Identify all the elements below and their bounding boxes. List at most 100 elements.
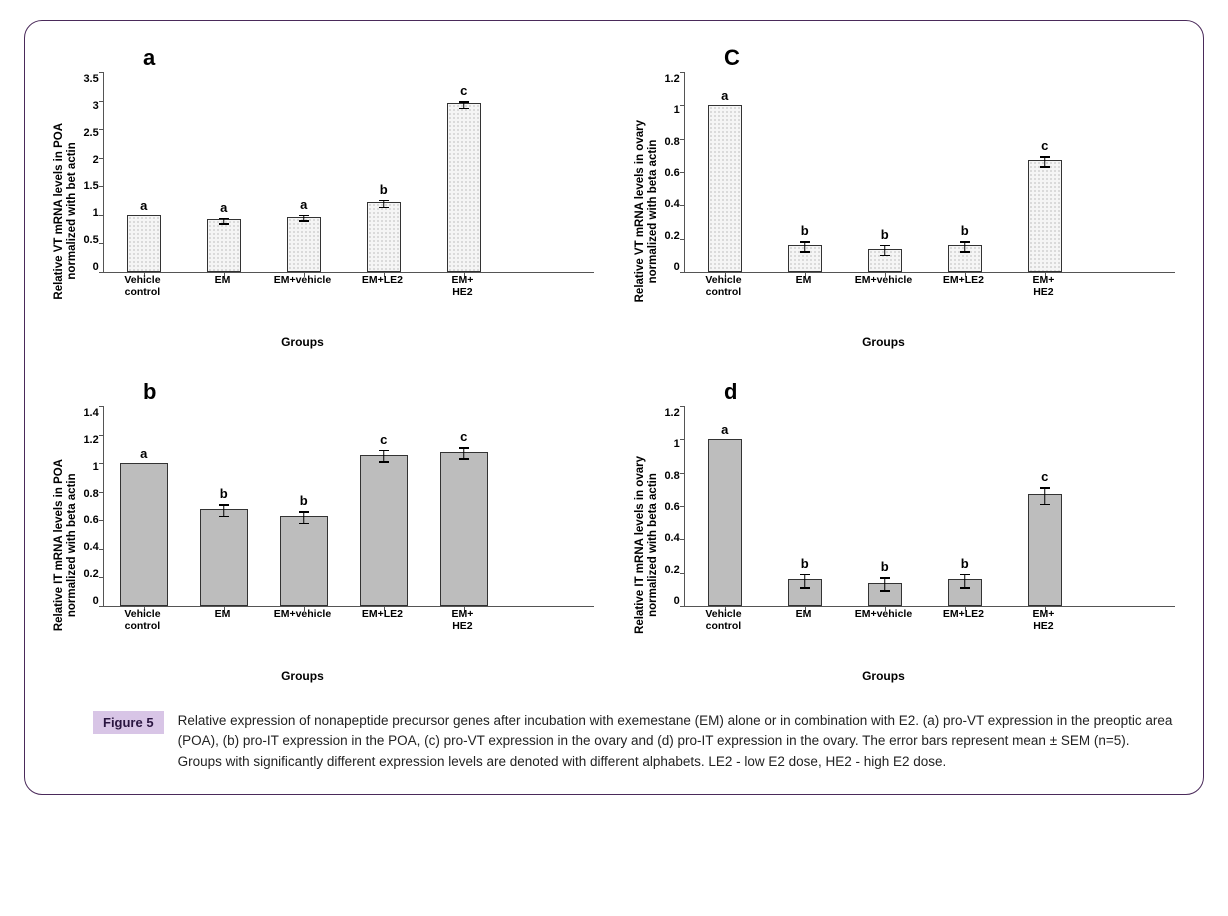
y-tick-label: 1.2 — [664, 73, 679, 85]
significance-label: a — [140, 198, 147, 213]
bar — [280, 516, 328, 606]
plot-area: a b b c c — [103, 407, 594, 607]
error-bar — [1044, 156, 1046, 166]
x-tick-label: Vehicle control — [124, 609, 160, 632]
x-tick-label: EM+LE2 — [362, 275, 403, 287]
x-tick-label: EM+ HE2 — [442, 275, 482, 298]
bar — [708, 439, 742, 606]
error-bar — [964, 241, 966, 251]
x-axis-label: Groups — [102, 669, 502, 683]
x-tick-label: EM+ HE2 — [442, 609, 482, 632]
panel-letter: b — [143, 379, 594, 405]
bar — [440, 452, 488, 606]
error-bar — [804, 241, 806, 251]
significance-label: b — [961, 223, 969, 238]
x-tick-label: EM — [215, 609, 231, 621]
panel-letter: d — [724, 379, 1175, 405]
x-tick-label: Vehicle control — [705, 275, 741, 298]
y-tick-label: 0.2 — [664, 230, 679, 242]
x-tick-label: EM+vehicle — [274, 609, 332, 621]
bar — [360, 455, 408, 606]
x-tick-labels: Vehicle controlEMEM+vehicleEM+LE2EM+ HE2 — [102, 275, 502, 303]
error-bar — [964, 574, 966, 587]
y-axis-label: Relative VT mRNA levels in ovary normali… — [634, 120, 660, 302]
plot-area: a a a b c — [103, 73, 594, 273]
chart-panel-c: C Relative VT mRNA levels in ovary normal… — [634, 45, 1175, 349]
x-tick-label: EM — [796, 609, 812, 621]
figure-caption: Relative expression of nonapeptide precu… — [178, 711, 1175, 772]
significance-label: b — [220, 486, 228, 501]
y-tick-label: 2.5 — [83, 127, 98, 139]
figure-tag: Figure 5 — [93, 711, 164, 734]
chart-panel-a: a Relative VT mRNA levels in POA normaliz… — [53, 45, 594, 349]
x-tick-labels: Vehicle controlEMEM+vehicleEM+LE2EM+ HE2 — [683, 609, 1083, 637]
y-tick-label: 1.4 — [83, 407, 98, 419]
y-tick-label: 0.2 — [83, 568, 98, 580]
y-tick-label: 3.5 — [83, 73, 98, 85]
y-tick-label: 1.5 — [83, 180, 98, 192]
x-tick-label: EM+vehicle — [855, 609, 913, 621]
significance-label: a — [220, 200, 227, 215]
significance-label: a — [300, 197, 307, 212]
charts-grid: a Relative VT mRNA levels in POA normaliz… — [53, 45, 1175, 683]
chart-panel-d: dRelative IT mRNA levels in ovary normal… — [634, 379, 1175, 683]
y-tick-label: 0.4 — [664, 532, 679, 544]
x-axis-label: Groups — [683, 335, 1083, 349]
y-tick-label: 0.8 — [83, 488, 98, 500]
x-tick-label: Vehicle control — [124, 275, 160, 298]
error-bar — [303, 511, 305, 522]
bar — [127, 215, 161, 272]
error-bar — [804, 574, 806, 587]
bar — [120, 463, 168, 606]
significance-label: c — [460, 429, 467, 444]
error-bar — [223, 504, 225, 515]
error-bar — [383, 450, 385, 461]
y-tick-label: 0.8 — [664, 470, 679, 482]
y-tick-label: 0.6 — [664, 501, 679, 513]
y-tick-label: 0.6 — [664, 167, 679, 179]
bar — [447, 103, 481, 272]
x-axis-label: Groups — [102, 335, 502, 349]
x-tick-label: EM+ HE2 — [1023, 609, 1063, 632]
significance-label: a — [721, 422, 728, 437]
significance-label: b — [801, 556, 809, 571]
bar — [1028, 494, 1062, 606]
significance-label: b — [881, 559, 889, 574]
significance-label: b — [881, 227, 889, 242]
panel-letter: C — [724, 45, 1175, 71]
significance-label: a — [721, 88, 728, 103]
y-tick-labels: 1.210.80.60.40.20 — [664, 73, 683, 273]
x-tick-label: EM+LE2 — [943, 609, 984, 621]
x-tick-label: EM+ HE2 — [1023, 275, 1063, 298]
significance-label: c — [380, 432, 387, 447]
y-tick-labels: 1.210.80.60.40.20 — [664, 407, 683, 607]
significance-label: c — [1041, 469, 1048, 484]
panel-letter: a — [143, 45, 594, 71]
bar — [367, 202, 401, 272]
y-tick-label: 3 — [93, 100, 99, 112]
significance-label: b — [300, 493, 308, 508]
significance-label: c — [460, 83, 467, 98]
caption-block: Figure 5 Relative expression of nonapept… — [53, 711, 1175, 772]
chart-panel-b: bRelative IT mRNA levels in POA normaliz… — [53, 379, 594, 683]
significance-label: a — [140, 446, 147, 461]
bar — [1028, 160, 1062, 272]
y-tick-label: 0.5 — [83, 234, 98, 246]
x-tick-label: EM+vehicle — [274, 275, 332, 287]
y-tick-label: 1 — [93, 207, 99, 219]
x-tick-label: EM — [796, 275, 812, 287]
bar — [200, 509, 248, 606]
bar — [708, 105, 742, 272]
y-axis-label: Relative VT mRNA levels in POA normalize… — [53, 123, 79, 300]
y-tick-label: 2 — [93, 154, 99, 166]
y-tick-label: 0.6 — [83, 514, 98, 526]
bar — [287, 217, 321, 272]
x-axis-label: Groups — [683, 669, 1083, 683]
plot-area: abbbc — [684, 73, 1175, 273]
y-tick-label: 0.4 — [83, 541, 98, 553]
bar — [207, 219, 241, 272]
error-bar — [1044, 487, 1046, 504]
significance-label: b — [801, 223, 809, 238]
significance-label: b — [380, 182, 388, 197]
y-tick-label: 0.8 — [664, 136, 679, 148]
